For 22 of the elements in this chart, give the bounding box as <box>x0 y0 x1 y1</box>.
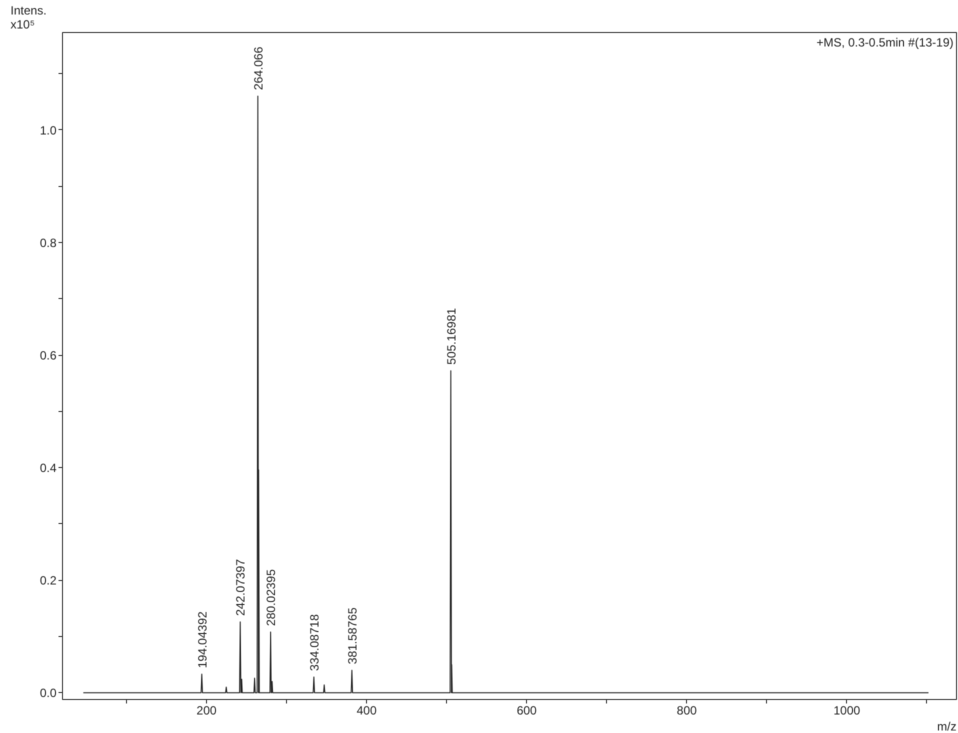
annotation: 264.066 <box>251 46 266 90</box>
x-axis-title: m/z <box>937 720 957 733</box>
y-tick-label: 0.2 <box>40 574 57 588</box>
chart-title: +MS, 0.3-0.5min #(13-19) <box>816 36 954 50</box>
annotation: 242.07397 <box>234 558 248 616</box>
y-tick-label: 1.0 <box>40 123 57 138</box>
annotation: 280.02395 <box>264 568 278 626</box>
y-tick-label: 0.6 <box>40 348 57 363</box>
y-tick-label: 0.8 <box>40 236 57 250</box>
y-axis-title: Intens. x10⁵ <box>10 4 47 32</box>
x-tick-label: 200 <box>196 704 217 718</box>
y-tick-label: 0.0 <box>40 686 57 700</box>
line-series <box>82 96 929 694</box>
x-tick-label: 400 <box>356 704 377 718</box>
annotation: 334.08718 <box>307 614 322 671</box>
y-tick-label: 0.4 <box>40 461 57 476</box>
x-tick-label: 800 <box>676 704 698 718</box>
annotation: 381.58765 <box>345 607 360 664</box>
annotation: 194.04392 <box>195 611 210 668</box>
x-tick-label: 600 <box>516 704 538 718</box>
annotation: 505.16981 <box>444 308 458 365</box>
x-tick-label: 1000 <box>834 704 861 718</box>
